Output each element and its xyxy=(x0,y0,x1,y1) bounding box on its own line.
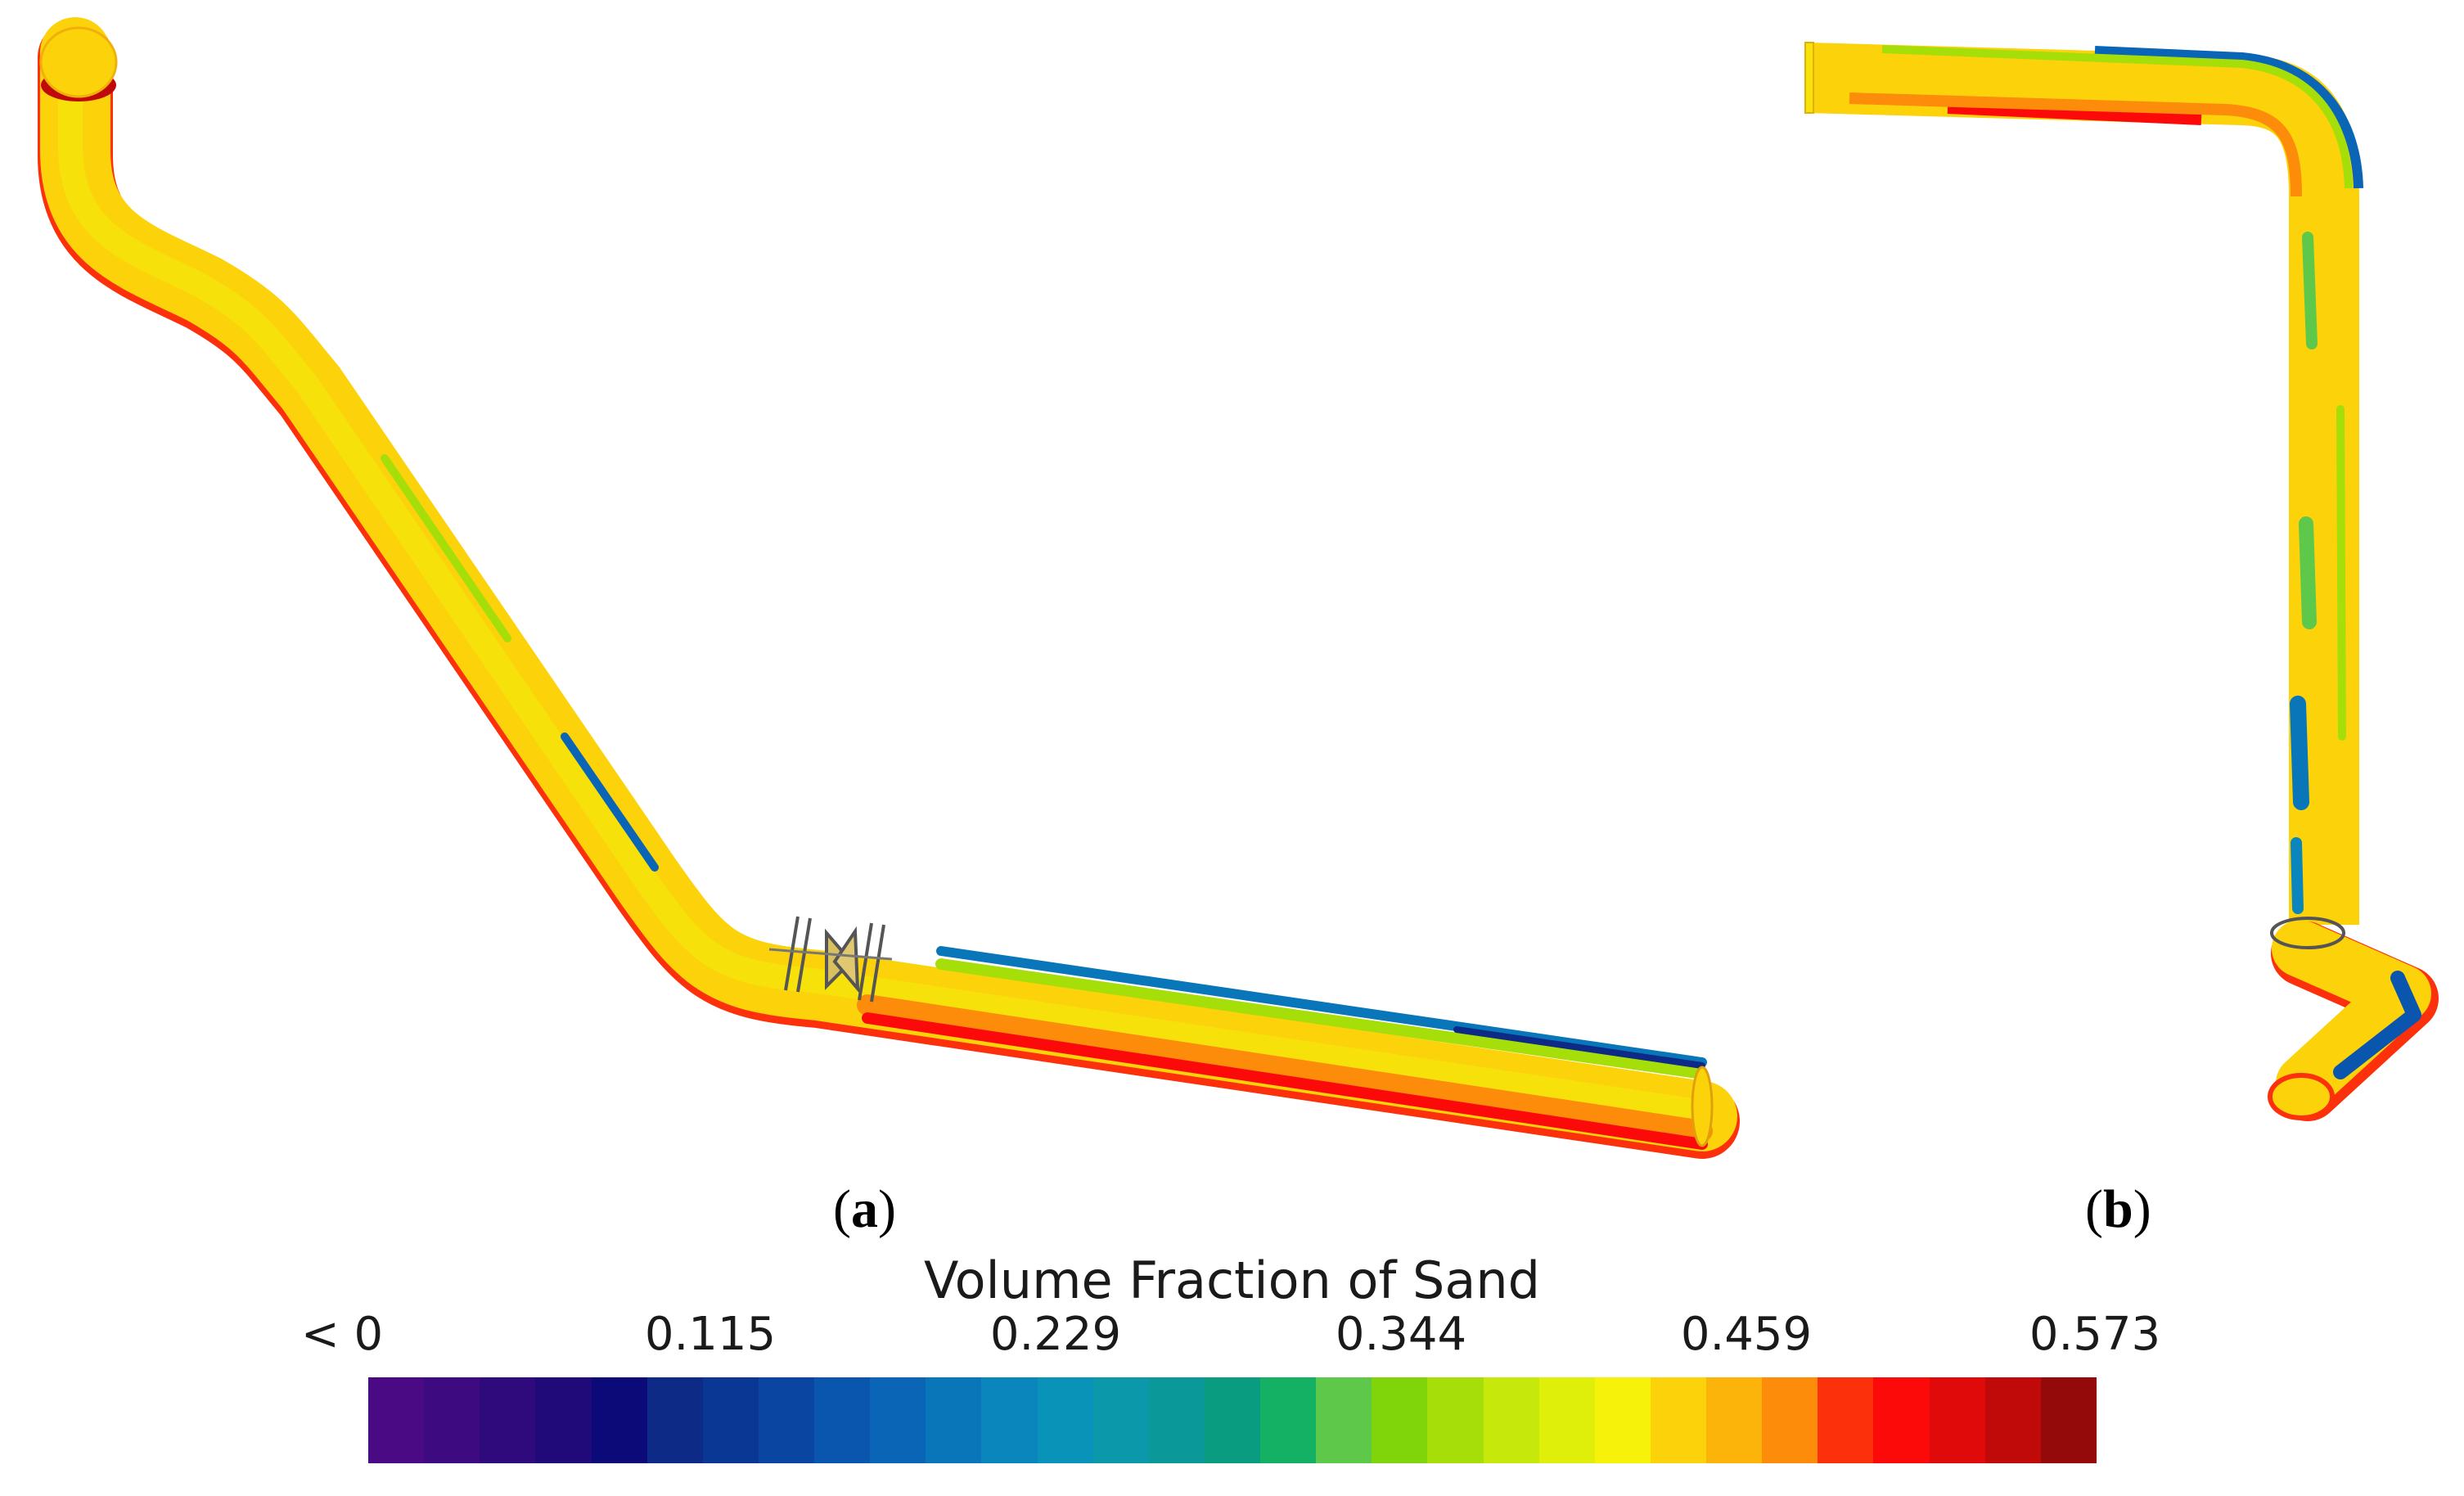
colorbar-swatch-0 xyxy=(368,1377,425,1463)
colorbar-swatch-9 xyxy=(870,1377,926,1463)
pipe-a-incline-green-streak xyxy=(381,454,511,642)
pipe-b-bottom-orange xyxy=(1849,92,2302,197)
pipe-b-top-green xyxy=(1881,45,2353,189)
colorbar-swatch-17 xyxy=(1316,1377,1372,1463)
colorbar-tick-0: < 0 xyxy=(300,1308,384,1361)
colorbar-swatch-23 xyxy=(1650,1377,1706,1463)
pipe-a-highlight xyxy=(58,35,1709,1124)
pipe-b-outlet-cap xyxy=(1804,42,1814,114)
pipe-b-riser-blue-1 xyxy=(2290,696,2309,810)
colorbar-swatch-28 xyxy=(1929,1377,1985,1463)
panel-label-b: (b) xyxy=(2085,1179,2151,1239)
colorbar-swatch-21 xyxy=(1538,1377,1595,1463)
pipe-a-downstream-bottom-red xyxy=(862,1012,1708,1150)
panel-label-a: (a) xyxy=(833,1179,896,1239)
colorbar-tick-2: 0.229 xyxy=(989,1308,1122,1361)
colorbar-swatch-5 xyxy=(646,1377,703,1463)
colorbar-swatch-15 xyxy=(1204,1377,1260,1463)
colorbar-swatch-3 xyxy=(535,1377,592,1463)
colorbar-swatch-2 xyxy=(480,1377,536,1463)
pipe-b-top-blue xyxy=(2094,46,2363,189)
colorbar-swatch-8 xyxy=(814,1377,871,1463)
colorbar-swatch-19 xyxy=(1427,1377,1484,1463)
colorbar-swatch-6 xyxy=(702,1377,759,1463)
colorbar-swatch-4 xyxy=(591,1377,647,1463)
colorbar-swatch-27 xyxy=(1873,1377,1930,1463)
colorbar-swatch-7 xyxy=(758,1377,814,1463)
colorbar-swatch-12 xyxy=(1037,1377,1093,1463)
colorbar-swatch-11 xyxy=(981,1377,1038,1463)
colorbar-tick-4: 0.459 xyxy=(1680,1308,1813,1361)
pipe-b-lower-elbow-blue xyxy=(2333,971,2421,1079)
colorbar-swatch-20 xyxy=(1483,1377,1539,1463)
colorbar-swatch-26 xyxy=(1818,1377,1874,1463)
colorbar-swatch-10 xyxy=(926,1377,982,1463)
pipe-a-body xyxy=(40,17,1737,1151)
pipe-b-riser-green-2 xyxy=(2299,516,2317,629)
colorbar-swatch-22 xyxy=(1594,1377,1651,1463)
pipe-b-flange xyxy=(2270,917,2345,949)
colorbar-swatch-1 xyxy=(424,1377,480,1463)
colorbar-swatch-30 xyxy=(2040,1377,2097,1463)
colorbar-swatch-24 xyxy=(1706,1377,1763,1463)
colorbar-swatch-14 xyxy=(1148,1377,1205,1463)
colorbar-swatch-25 xyxy=(1762,1377,1818,1463)
pipe-a-inlet-cap xyxy=(39,26,118,98)
colorbar-title: Volume Fraction of Sand xyxy=(924,1250,1540,1310)
colorbar-swatch-29 xyxy=(1984,1377,2041,1463)
pipe-b-riser-green-3 xyxy=(2336,405,2346,741)
valve-icon xyxy=(768,916,893,1003)
colorbar-tick-5: 0.573 xyxy=(2029,1308,2161,1361)
pipe-a-downstream-top-green xyxy=(935,958,1708,1079)
pipe-a-downstream-deep-blue xyxy=(1453,1026,1705,1069)
colorbar xyxy=(368,1377,2097,1463)
colorbar-tick-1: 0.115 xyxy=(644,1308,777,1361)
pipe-b-riser-green-1 xyxy=(2302,232,2318,349)
panel-b-pipeline xyxy=(1804,42,2439,1121)
panel-a-pipeline xyxy=(38,17,1740,1159)
pipe-b-bottom-inlet xyxy=(2268,1073,2335,1120)
colorbar-swatch-16 xyxy=(1260,1377,1317,1463)
pipe-b-riser-blue-2 xyxy=(2291,837,2304,914)
pipe-a-incline-blue-streak xyxy=(561,732,659,872)
colorbar-swatch-18 xyxy=(1372,1377,1428,1463)
pipe-a-outlet-cap xyxy=(1691,1066,1714,1147)
colorbar-tick-3: 0.344 xyxy=(1335,1308,1467,1361)
pipe-b-bottom-red xyxy=(1947,102,2202,125)
pipe-a-downstream-bottom-orange xyxy=(857,994,1713,1142)
colorbar-swatch-13 xyxy=(1092,1377,1149,1463)
pipe-b-body xyxy=(1807,43,2359,925)
